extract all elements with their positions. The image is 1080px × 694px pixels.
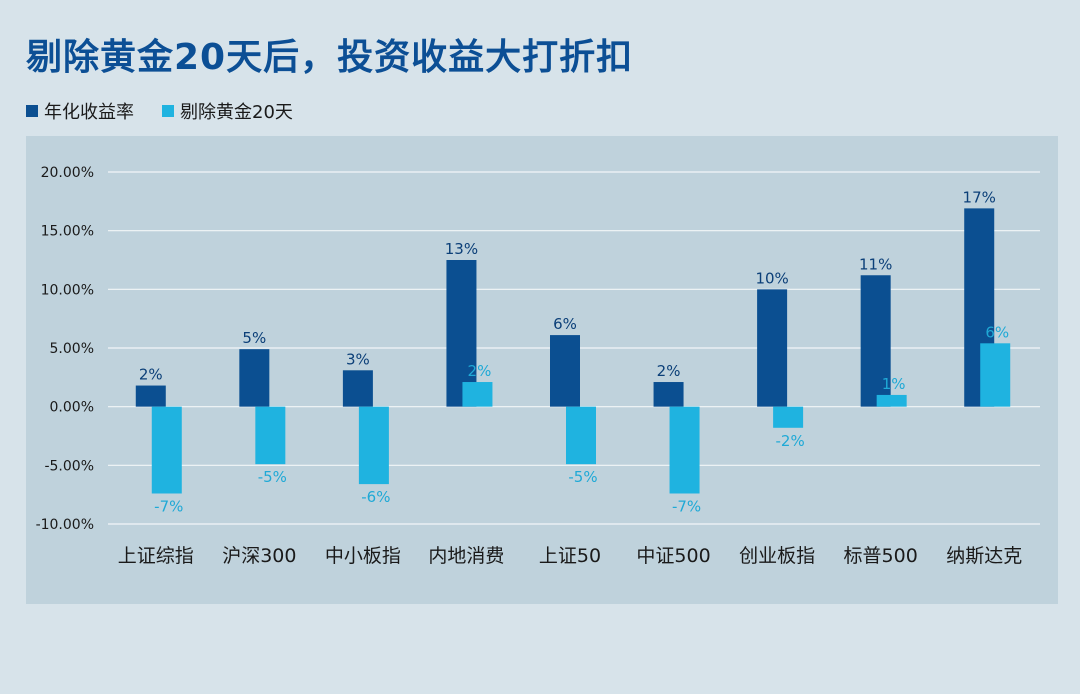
data-label-1: 13% <box>445 240 478 258</box>
y-tick-label: 20.00% <box>41 165 94 181</box>
y-tick-label: -5.00% <box>44 458 94 474</box>
data-label-2: 6% <box>985 323 1009 341</box>
legend: 年化收益率 剔除黄金20天 <box>26 98 293 124</box>
data-label-2: -2% <box>776 432 805 450</box>
x-tick-label: 中小板指 <box>325 545 401 567</box>
x-tick-label: 内地消费 <box>428 545 504 567</box>
bar-2 <box>566 406 596 465</box>
bar-2 <box>151 406 182 494</box>
data-label-1: 17% <box>963 188 996 206</box>
x-tick-label: 沪深300 <box>222 545 296 567</box>
legend-swatch-series1 <box>26 105 38 117</box>
data-label-2: -7% <box>672 497 701 515</box>
data-label-1: 10% <box>755 269 788 287</box>
bar-1 <box>342 370 373 407</box>
bar-2 <box>773 406 804 428</box>
legend-label-series1: 年化收益率 <box>44 102 134 123</box>
bar-chart: 20.00% 15.00% 10.00% 5.00% 0.00% -5.00% -10.00… <box>36 165 1040 567</box>
x-tick-label: 创业板指 <box>739 545 815 567</box>
x-tick-label: 上证综指 <box>118 545 194 567</box>
y-tick-label: 0.00% <box>50 400 94 416</box>
data-label-1: 5% <box>242 329 266 347</box>
legend-item-series1: 年化收益率 <box>26 98 134 124</box>
y-tick-label: 5.00% <box>50 341 94 357</box>
data-label-1: 2% <box>657 362 681 380</box>
data-label-2: -5% <box>568 468 597 486</box>
legend-item-series2: 剔除黄金20天 <box>162 98 293 124</box>
y-tick-label: 10.00% <box>41 282 94 298</box>
bar-2 <box>980 343 1011 407</box>
x-tick-label: 中证500 <box>636 545 710 567</box>
bar-1 <box>653 382 684 407</box>
legend-swatch-series2 <box>162 105 174 117</box>
data-label-1: 2% <box>139 366 163 384</box>
bar-2 <box>669 406 700 494</box>
bar-1 <box>550 335 580 407</box>
data-label-1: 3% <box>346 350 370 368</box>
bar-1 <box>135 385 166 407</box>
x-tick-label: 标普500 <box>844 545 918 567</box>
x-tick-label: 纳斯达克 <box>946 545 1022 567</box>
data-label-2: 2% <box>468 362 492 380</box>
bar-2 <box>358 406 389 485</box>
data-label-1: 11% <box>859 255 892 273</box>
y-tick-label: -10.00% <box>36 517 94 533</box>
data-label-2: -5% <box>258 468 287 486</box>
data-label-2: -6% <box>361 488 390 506</box>
data-label-1: 6% <box>553 315 577 333</box>
data-label-2: 1% <box>882 375 906 393</box>
data-label-2: -7% <box>154 497 183 515</box>
bar-1 <box>757 289 788 407</box>
bar-2 <box>876 394 907 407</box>
bar-2 <box>462 382 493 407</box>
y-tick-label: 15.00% <box>41 224 94 240</box>
bar-1 <box>860 275 891 407</box>
bar-2 <box>255 406 286 465</box>
legend-label-series2: 剔除黄金20天 <box>180 102 293 123</box>
bar-1 <box>239 349 270 407</box>
chart-title: 剔除黄金20天后，投资收益大打折扣 <box>26 37 634 78</box>
x-tick-label: 上证50 <box>539 545 601 567</box>
